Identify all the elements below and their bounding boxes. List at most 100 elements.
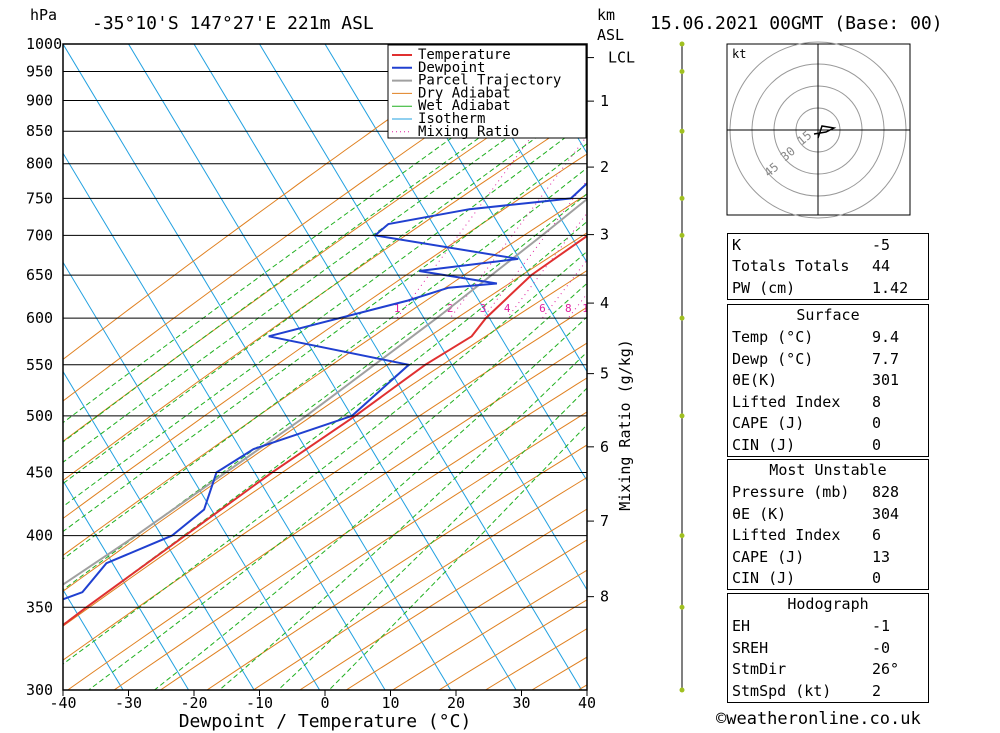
index-label: Pressure (mb)	[732, 483, 850, 502]
wind-barb-dot	[679, 69, 685, 75]
index-value: 8	[872, 392, 882, 411]
surface-table: Surface Temp (°C) 9.4 Dewp (°C) 7.7 θE(K) 301 L…	[727, 304, 929, 457]
index-label: SREH	[732, 638, 769, 657]
wet-adiabat-line	[277, 387, 587, 690]
wind-barb-dot	[679, 413, 685, 419]
mixing-ratio-tick-label: 16	[627, 302, 640, 315]
isotherm-line	[193, 44, 583, 690]
index-value: -5	[872, 235, 891, 254]
index-label: CAPE (J)	[732, 414, 805, 433]
km-tick-label: 6	[600, 438, 609, 456]
index-value: 26°	[872, 660, 900, 679]
legend-entry: Temperature	[418, 47, 511, 63]
x-tick-label: 30	[512, 694, 530, 712]
x-tick-label: 40	[578, 694, 596, 712]
isotherm-line	[63, 261, 321, 690]
index-label: CAPE (J)	[732, 547, 805, 566]
pressure-tick-label: 950	[26, 63, 53, 81]
pressure-tick-label: 700	[26, 226, 53, 244]
indices-top-table: K -5 Totals Totals 44 PW (cm) 1.42	[727, 233, 929, 300]
x-tick-label: 0	[320, 694, 329, 712]
index-value: 304	[872, 504, 900, 523]
wind-barb-dot	[679, 232, 685, 238]
index-label: StmDir	[732, 660, 787, 679]
mixing-ratio-axis-label: Mixing Ratio (g/kg)	[616, 339, 634, 511]
index-row: θE(K) 301	[728, 370, 928, 392]
pressure-tick-label: 750	[26, 189, 53, 207]
mixing-ratio-tick-label: 6	[539, 302, 546, 315]
table-title: Surface	[796, 306, 860, 324]
wet-adiabat-line	[328, 424, 587, 690]
pressure-tick-label: 500	[26, 407, 53, 425]
index-row: CAPE (J) 13	[728, 546, 928, 568]
km-tick-label: 4	[600, 294, 609, 312]
wet-adiabat-line	[63, 78, 587, 463]
index-label: K	[732, 235, 742, 254]
legend-entry: Wet Adiabat	[418, 98, 511, 114]
wind-barb-dot	[679, 128, 685, 134]
mixing-ratio-line	[396, 61, 587, 319]
pressure-tick-label: 400	[26, 527, 53, 545]
km-unit: km	[597, 6, 615, 24]
index-value: 2	[872, 681, 882, 700]
index-value: 1.42	[872, 278, 909, 297]
index-label: Temp (°C)	[732, 328, 814, 347]
index-row: Pressure (mb) 828	[728, 482, 928, 504]
date-title: 15.06.2021 00GMT (Base: 00)	[650, 13, 943, 34]
isotherm-line	[128, 44, 517, 690]
index-label: Dewp (°C)	[732, 349, 814, 368]
wind-barb-dot	[679, 41, 685, 47]
km-tick-label: 2	[600, 158, 609, 176]
index-label: Lifted Index	[732, 392, 841, 411]
pressure-tick-label: 550	[26, 356, 53, 374]
dry-adiabat-line	[63, 44, 562, 402]
index-row: θE (K) 304	[728, 503, 928, 525]
isotherm-line	[259, 44, 587, 591]
asl-unit: ASL	[597, 26, 624, 44]
index-row: Lifted Index 6	[728, 525, 928, 547]
index-label: CIN (J)	[732, 569, 796, 588]
index-row: Dewp (°C) 7.7	[728, 348, 928, 370]
temperature-line	[63, 234, 587, 627]
wet-adiabat-line	[88, 282, 587, 690]
legend-entry: Dry Adiabat	[418, 85, 511, 101]
index-value: -0	[872, 638, 891, 657]
index-value: 0	[872, 569, 882, 588]
x-tick-label: 10	[381, 694, 399, 712]
isotherm-line	[390, 44, 587, 373]
table-title: Most Unstable	[769, 461, 887, 479]
legend-entry: Mixing Ratio	[418, 124, 519, 140]
mixing-ratio-tick-label: 25	[672, 302, 685, 315]
wind-barb-dot	[679, 604, 685, 610]
index-row: Lifted Index 8	[728, 391, 928, 413]
location-title: -35°10'S 147°27'E 221m ASL	[92, 13, 374, 34]
index-row: CIN (J) 0	[728, 434, 928, 456]
x-tick-label: 20	[447, 694, 465, 712]
index-label: θE (K)	[732, 504, 787, 523]
index-row: CIN (J) 0	[728, 568, 928, 590]
dry-adiabat-line	[63, 153, 587, 520]
mixing-ratio-tick-label: 4	[504, 302, 511, 315]
wind-barb-dot	[679, 687, 685, 693]
wet-adiabat-line	[63, 120, 587, 508]
x-tick-label: -40	[49, 694, 76, 712]
wind-barb-dot	[679, 195, 685, 201]
dewpoint-line	[63, 181, 587, 601]
mixing-ratio-tick-label: 8	[565, 302, 572, 315]
dry-adiabat-line	[63, 112, 587, 482]
dry-adiabat-line	[160, 411, 587, 690]
dry-adiabat-line	[253, 476, 587, 690]
mixing-ratio-tick-label: 3	[480, 302, 487, 315]
isotherm-line	[455, 44, 587, 264]
index-row: CAPE (J) 0	[728, 413, 928, 435]
pressure-tick-label: 650	[26, 266, 53, 284]
dry-adiabat-line	[63, 193, 587, 556]
dry-adiabat-line	[299, 508, 587, 690]
index-row: K -5	[728, 234, 928, 256]
most-unstable-table: Most Unstable Pressure (mb) 828 θE (K) 304 Li…	[727, 459, 929, 590]
index-value: 6	[872, 526, 882, 545]
hodograph-trace	[813, 125, 837, 139]
legend-entry: Isotherm	[418, 111, 485, 127]
